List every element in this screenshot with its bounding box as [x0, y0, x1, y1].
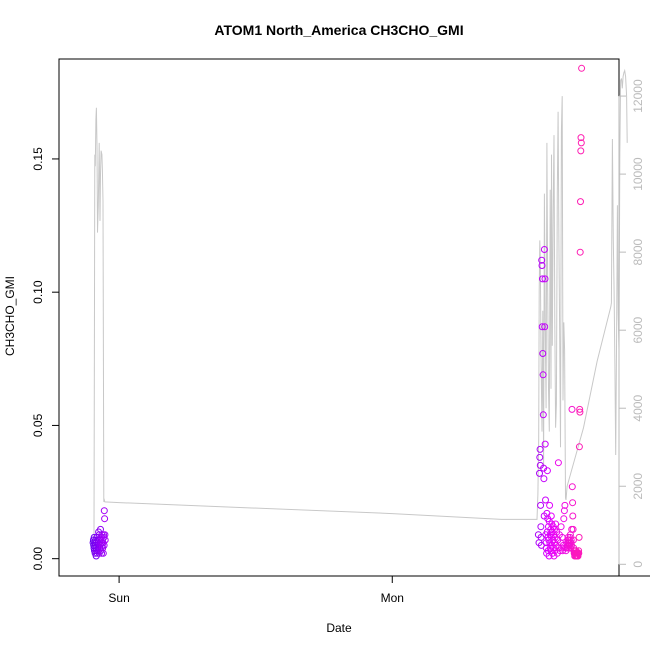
data-point [101, 531, 109, 539]
data-point [538, 323, 546, 331]
data-point [575, 547, 583, 555]
data-point [561, 501, 569, 509]
data-point [575, 443, 583, 451]
data-point [554, 459, 562, 467]
data-point [536, 453, 544, 461]
y2-tick-label: 6000 [631, 317, 645, 344]
data-point [541, 440, 549, 448]
plot-frame [58, 58, 620, 577]
data-point [576, 405, 584, 413]
data-point [547, 512, 555, 520]
y2-tick-label: 12000 [631, 79, 645, 113]
data-point [546, 501, 554, 509]
data-point [569, 525, 577, 533]
data-point [568, 405, 576, 413]
data-point [541, 323, 549, 331]
y-tick-label: 0.15 [31, 147, 45, 171]
data-point [575, 549, 583, 557]
data-point [101, 515, 109, 523]
data-point [536, 469, 543, 477]
y-axis-label: CH3CHO_GMI [3, 276, 17, 356]
data-point [575, 533, 583, 541]
data-point [99, 549, 107, 557]
data-point [576, 248, 584, 256]
data-point [542, 496, 549, 504]
data-point [569, 512, 577, 520]
data-point [540, 475, 548, 483]
y-tick-label: 0.05 [31, 413, 45, 437]
points-layer [89, 64, 586, 560]
data-point [560, 515, 568, 523]
data-point [101, 536, 109, 544]
data-point [568, 483, 576, 491]
data-point [569, 536, 577, 544]
chart-title: ATOM1 North_America CH3CHO_GMI [214, 22, 463, 38]
data-point [541, 275, 549, 283]
data-point [567, 536, 575, 544]
data-point [539, 275, 546, 283]
secondary-series-line [92, 68, 628, 557]
data-point [539, 371, 547, 379]
y2-tick-label: 10000 [631, 157, 645, 191]
y-axis: 0.00 0.05 0.10 0.15 [31, 147, 60, 571]
y2-tick-label: 8000 [631, 238, 645, 265]
data-point [537, 501, 545, 509]
secondary-line-layer [92, 68, 628, 557]
data-point [577, 147, 585, 155]
data-point [569, 499, 577, 507]
data-point [552, 520, 560, 528]
data-point [577, 134, 585, 142]
data-point [540, 246, 548, 253]
y-tick-label: 0.10 [31, 280, 45, 304]
y2-tick-label: 0 [631, 561, 645, 568]
data-point [539, 411, 547, 419]
y2-tick-label: 2000 [631, 473, 645, 500]
data-point [578, 64, 586, 72]
data-point [100, 507, 108, 515]
y-tick-label: 0.00 [31, 547, 45, 571]
data-point [557, 523, 565, 531]
x-axis: SunMonTue [108, 575, 650, 605]
data-point [577, 139, 585, 147]
data-point [577, 198, 584, 206]
data-point [536, 445, 544, 453]
data-point [538, 262, 546, 269]
x-tick-label: Mon [381, 591, 404, 605]
y2-tick-label: 4000 [631, 395, 645, 422]
secondary-y-axis: 0 2000 4000 6000 8000 10000 12000 [618, 79, 645, 568]
data-point [543, 467, 551, 475]
data-point [560, 507, 568, 515]
data-point [576, 408, 584, 416]
x-axis-label: Date [326, 621, 352, 635]
data-point [538, 256, 546, 264]
x-tick-label: Sun [108, 591, 129, 605]
data-point [539, 350, 547, 357]
data-point [537, 523, 545, 531]
